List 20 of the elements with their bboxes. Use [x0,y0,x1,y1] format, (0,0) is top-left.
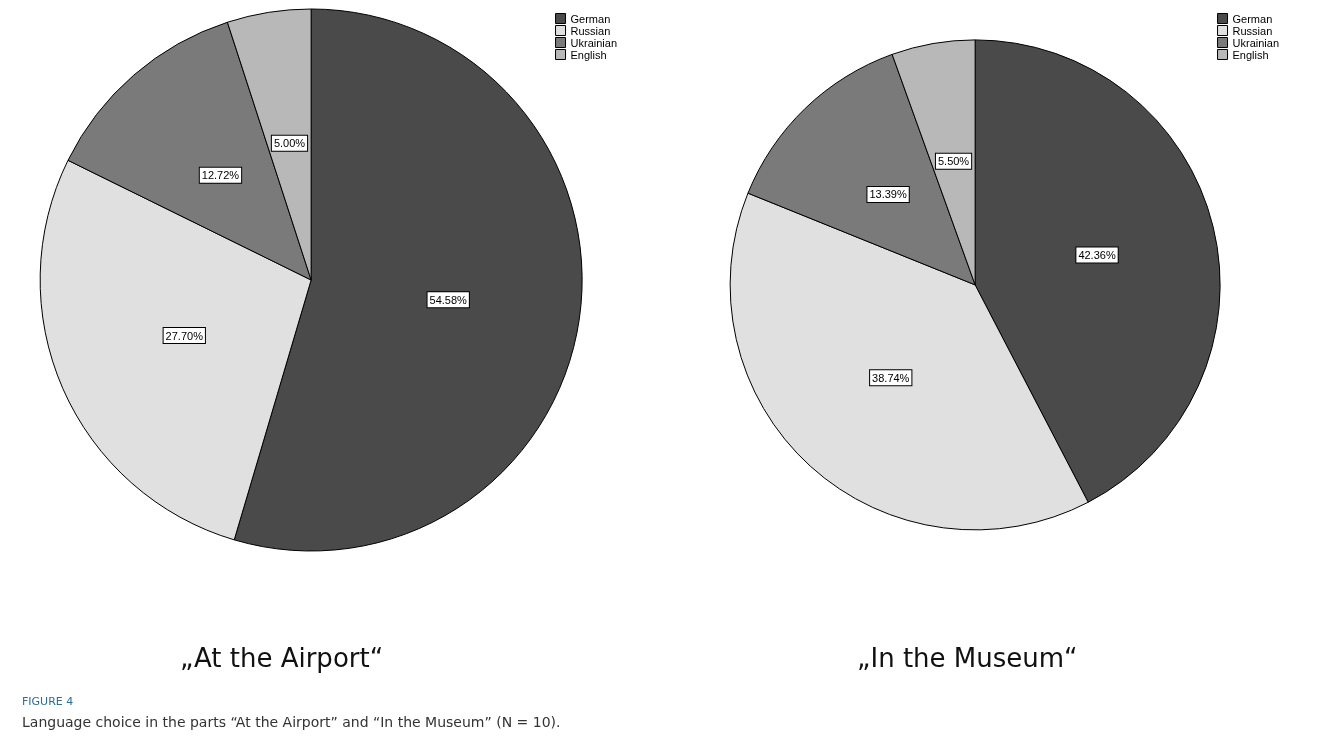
legend-label: Ukrainian [1232,36,1279,49]
legend-label: German [1232,12,1273,25]
legend-label: English [570,48,607,61]
data-label: 38.74% [872,371,910,384]
legend-label: German [570,12,611,25]
text: „At the Airport“ [180,643,384,673]
legend-label: Russian [570,24,611,37]
data-label: 13.39% [869,188,907,201]
data-label: 5.00% [273,137,306,150]
data-label: 12.72% [201,169,240,182]
legend-label: Ukrainian [570,36,617,49]
text: Language choice in the parts “At the Airport” and “In the Museum” (N = 10). [22,714,562,730]
text: „In the Museum“ [857,643,1078,673]
data-label: 42.36% [1078,249,1116,262]
legend-label: Russian [1232,24,1273,37]
caption: FIGURE 4 [22,695,75,708]
data-label: 27.70% [165,329,204,342]
data-label: 54.58% [429,293,468,306]
data-label: 5.50% [937,155,970,168]
legend-label: English [1232,48,1269,61]
